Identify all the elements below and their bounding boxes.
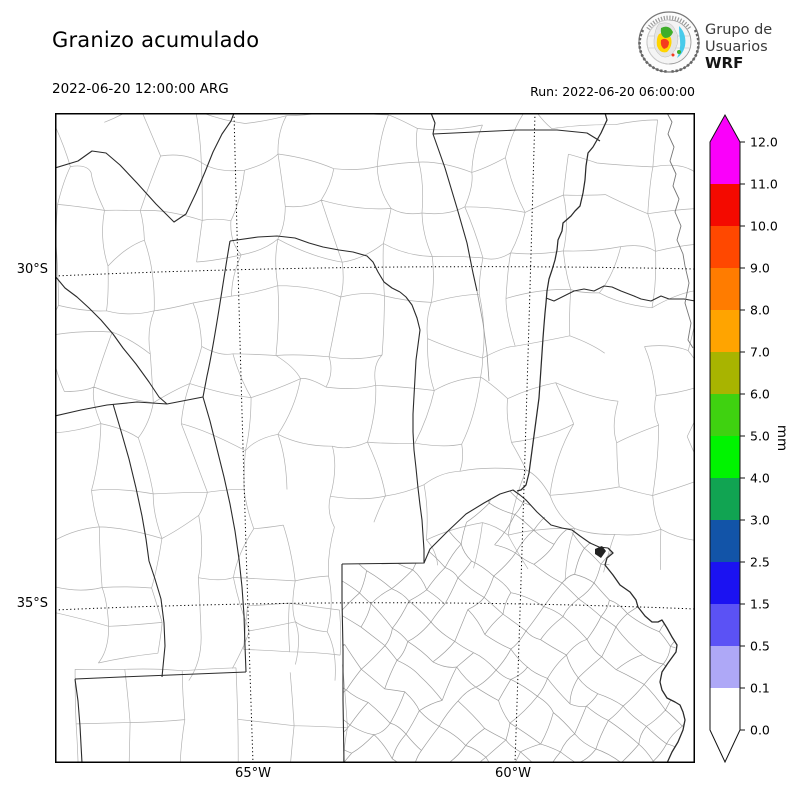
wrf-logo: Grupo de Usuarios WRF [638, 11, 772, 73]
lat-label-35s: 35°S [16, 596, 48, 611]
logo-text-line3: WRF [705, 54, 743, 72]
sanjuan-sanluis-border [55, 396, 204, 417]
colorbar-under-arrow [710, 730, 740, 762]
catamarca-border [55, 113, 235, 223]
lon-label-60w: 60°W [495, 766, 531, 781]
map-border [55, 113, 695, 763]
cordoba-santafe-border [399, 291, 425, 563]
santafe-west-hint [476, 290, 490, 382]
colorbar-over-arrow [710, 115, 740, 142]
chaco-santafe-border [432, 129, 601, 142]
colorbar-segment [710, 520, 740, 562]
colorbar-tick-marks [740, 141, 745, 731]
parana-river [516, 113, 608, 492]
page-title: Granizo acumulado [52, 28, 260, 52]
colorbar-tick-label: 0.1 [750, 681, 770, 696]
buenosaires-north-border [341, 489, 609, 565]
colorbar-tick-label: 1.5 [750, 597, 770, 612]
colorbar-tick-label: 11.0 [750, 177, 778, 192]
logo-text-line1: Grupo de [705, 22, 772, 38]
gridline-lat-35s [55, 602, 695, 611]
colorbar-tick-label: 0.0 [750, 723, 770, 738]
lon-label-65w: 65°W [235, 766, 271, 781]
valid-time-label: 2022-06-20 12:00:00 ARG [52, 81, 229, 97]
gridlines [55, 113, 695, 763]
colorbar-segment [710, 688, 740, 730]
colorbar-segments [710, 142, 740, 730]
colorbar-segment [710, 310, 740, 352]
colorbar-tick-label: 8.0 [750, 303, 770, 318]
corrientes-entrerios-border [545, 285, 695, 302]
colorbar-tick-label: 0.5 [750, 639, 770, 654]
gridline-lon-65w [233, 113, 254, 763]
colorbar-tick-label: 6.0 [750, 387, 770, 402]
colorbar-segment [710, 394, 740, 436]
laurel-wreath-icon [638, 29, 668, 73]
colorbar-segment [710, 646, 740, 688]
santiago-santafe-border [430, 113, 478, 292]
uruguay-river [666, 113, 694, 349]
buenosaires-partido-borders [342, 490, 685, 763]
map-plot [55, 113, 695, 763]
colorbar-segment [710, 604, 740, 646]
larioja-sanjuan-border [55, 275, 168, 405]
cordoba-north-border [229, 235, 401, 293]
colorbar-tick-label: 3.0 [750, 513, 770, 528]
colorbar-segment [710, 268, 740, 310]
colorbar-tick-label: 10.0 [750, 219, 778, 234]
colorbar-segment [710, 478, 740, 520]
province-borders [55, 113, 695, 763]
logo-globe-icon [638, 11, 700, 73]
department-border-lines [74, 664, 348, 763]
colorbar-tick-labels: 0.0 0.1 0.5 1.5 2.5 3.0 4.0 5.0 6.0 7.0 8.0 9.0 10.0… [750, 135, 778, 738]
colorbar-segment [710, 436, 740, 478]
lapampa-border [74, 671, 247, 763]
lat-label-30s: 30°S [16, 262, 48, 277]
colorbar-tick-label: 7.0 [750, 345, 770, 360]
colorbar-segment [710, 562, 740, 604]
colorbar: 0.0 0.1 0.5 1.5 2.5 3.0 4.0 5.0 6.0 7.0 8.0 9.0 10.0… [709, 113, 790, 764]
department-border-lines [342, 490, 685, 763]
colorbar-tick-label: 2.5 [750, 555, 770, 570]
logo-text-line2: Usuarios [705, 39, 768, 55]
colorbar-segment [710, 352, 740, 394]
colorbar-tick-label: 12.0 [750, 135, 778, 150]
buenosaires-west-border [341, 564, 345, 763]
colorbar-segment [710, 184, 740, 226]
department-borders [55, 113, 695, 763]
mendoza-sanluis-border [112, 403, 166, 678]
department-border-lines [55, 113, 695, 681]
cordoba-west-border [202, 240, 247, 673]
riodelaplata-coastline [604, 547, 686, 763]
gridline-lat-30s [55, 266, 695, 277]
laurel-wreath-icon [670, 29, 700, 73]
colorbar-segment [710, 142, 740, 184]
colorbar-tick-label: 9.0 [750, 261, 770, 276]
colorbar-unit-label: mm [774, 425, 790, 451]
colorbar-tick-label: 5.0 [750, 429, 770, 444]
colorbar-segment [710, 226, 740, 268]
department-border-lines [243, 602, 342, 656]
colorbar-tick-label: 4.0 [750, 471, 770, 486]
gridline-lon-60w [514, 113, 536, 763]
run-time-label: Run: 2022-06-20 06:00:00 [530, 84, 695, 99]
caba-city-area [595, 546, 606, 558]
